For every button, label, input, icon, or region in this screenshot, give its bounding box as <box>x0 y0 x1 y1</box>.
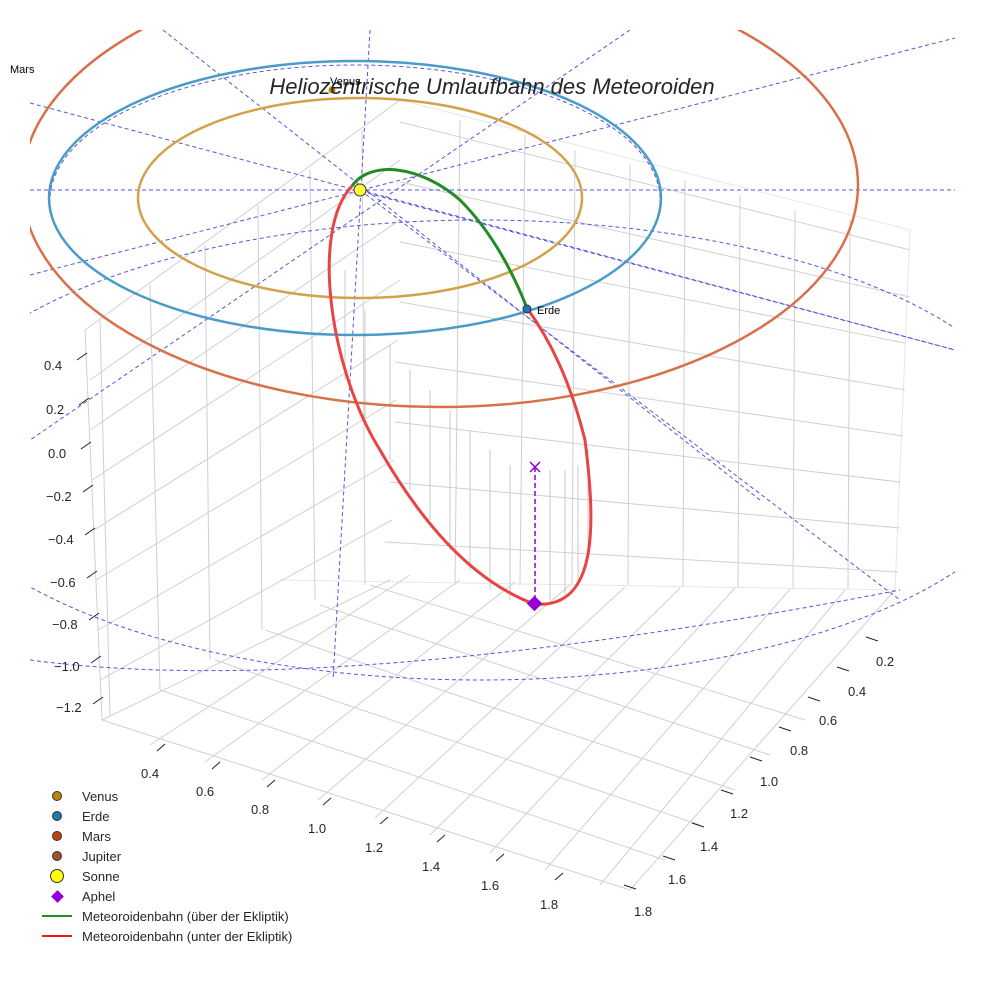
z-tick: 0.0 <box>48 446 67 461</box>
z-tick: −0.8 <box>52 617 78 632</box>
venus-label: Venus <box>330 76 361 88</box>
z-tick: −0.2 <box>46 489 72 504</box>
x-tick: 1.0 <box>308 821 327 836</box>
orbit-drop-lines <box>344 270 589 600</box>
x-tick: 1.4 <box>422 859 441 874</box>
mars-dot-icon <box>52 831 62 841</box>
legend: Venus Erde Mars Jupiter Sonne Aphel Mete… <box>36 786 292 946</box>
x-tick: 0.8 <box>251 802 270 817</box>
green-line-icon <box>42 915 72 917</box>
y-axis-ticks <box>623 636 879 890</box>
legend-item-orbit-above: Meteoroidenbahn (über der Ekliptik) <box>36 906 292 926</box>
x-tick: 1.2 <box>365 840 384 855</box>
chart-title: Heliozentrische Umlaufbahn des Meteoroid… <box>269 74 715 99</box>
erde-dot-icon <box>52 811 62 821</box>
x-axis-ticks <box>156 743 564 881</box>
z-tick: −1.2 <box>56 700 82 715</box>
earth-orbit <box>47 59 663 337</box>
erde-label: Erde <box>537 305 561 317</box>
earth-marker <box>522 304 532 314</box>
z-tick: 0.4 <box>44 358 63 373</box>
y-tick: 0.6 <box>819 713 838 728</box>
legend-item-orbit-below: Meteoroidenbahn (unter der Ekliptik) <box>36 926 292 946</box>
sonne-dot-icon <box>50 869 64 883</box>
z-tick: 0.2 <box>46 402 65 417</box>
venus-marker <box>328 86 336 94</box>
y-tick: 1.6 <box>668 872 687 887</box>
legend-item-venus: Venus <box>36 786 292 806</box>
y-tick: 0.2 <box>876 654 895 669</box>
aphel-marker <box>526 595 543 612</box>
legend-item-mars: Mars <box>36 826 292 846</box>
mars-orbit <box>30 30 860 409</box>
y-tick: 1.0 <box>760 774 779 789</box>
z-axis-ticks <box>76 352 104 705</box>
y-tick: 1.8 <box>634 904 653 919</box>
aphel-diamond-icon <box>50 889 64 903</box>
venus-orbit <box>136 96 584 300</box>
x-tick: 0.4 <box>141 766 160 781</box>
legend-item-aphel: Aphel <box>36 886 292 906</box>
x-tick: 1.6 <box>481 878 500 893</box>
y-tick: 0.4 <box>848 684 867 699</box>
y-tick: 1.4 <box>700 839 719 854</box>
legend-item-jupiter: Jupiter <box>36 846 292 866</box>
x-tick: 1.8 <box>540 897 559 912</box>
mars-label: Mars <box>10 64 35 76</box>
venus-dot-icon <box>52 791 62 801</box>
meteoroid-orbit-above-ecliptic <box>350 168 529 309</box>
y-tick: 0.8 <box>790 743 809 758</box>
red-line-icon <box>42 935 72 937</box>
x-tick: 0.6 <box>196 784 215 799</box>
z-tick: −1.0 <box>54 659 80 674</box>
sun-marker <box>353 183 367 197</box>
meteoroid-orbit-below-ecliptic <box>327 184 593 606</box>
y-tick: 1.2 <box>730 806 749 821</box>
aphel-projection-x-icon <box>529 461 541 473</box>
jupiter-dot-icon <box>52 851 62 861</box>
legend-item-sonne: Sonne <box>36 866 292 886</box>
legend-item-erde: Erde <box>36 806 292 826</box>
z-tick: −0.6 <box>50 575 76 590</box>
z-tick: −0.4 <box>48 532 74 547</box>
grid-panes <box>84 99 911 891</box>
